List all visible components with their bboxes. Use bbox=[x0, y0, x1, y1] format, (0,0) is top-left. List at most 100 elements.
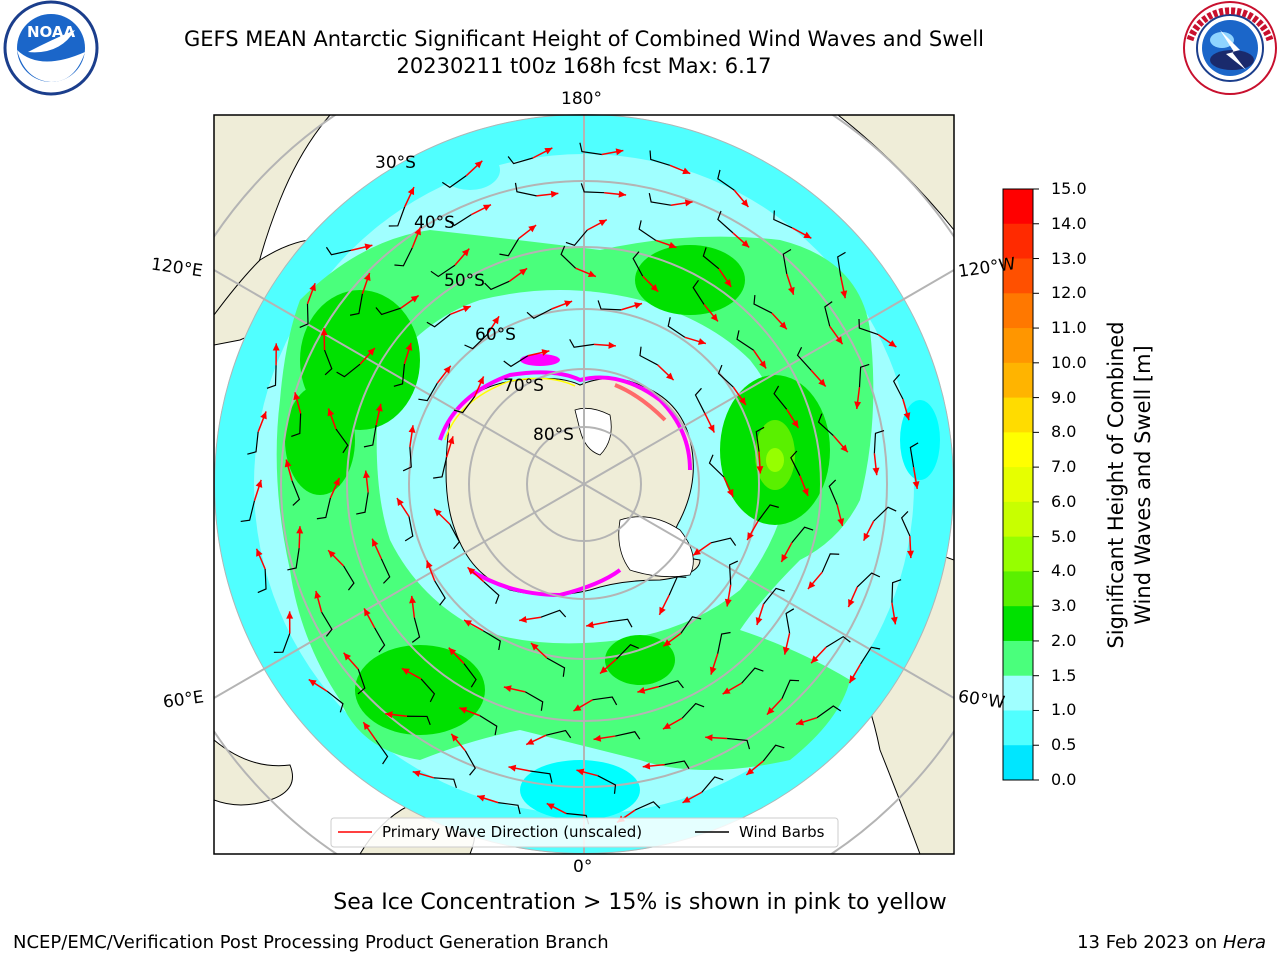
wind-barb bbox=[463, 663, 477, 688]
wave-arrow-head bbox=[519, 268, 528, 276]
wind-barb bbox=[402, 446, 412, 472]
wave-arrow-head bbox=[541, 349, 550, 356]
wave-arrow-head bbox=[600, 666, 608, 674]
wave-arrow-head bbox=[412, 770, 421, 777]
graticule bbox=[214, 114, 954, 854]
wind-barb bbox=[773, 210, 793, 229]
wave-arrow-head bbox=[697, 338, 706, 345]
wind-barb bbox=[503, 355, 529, 368]
wave-arrow-head bbox=[741, 240, 750, 248]
wind-barb bbox=[736, 330, 754, 351]
wave-arrow-head bbox=[385, 711, 393, 719]
wave-arrow-head bbox=[840, 444, 848, 453]
wave-arrow-head bbox=[482, 204, 491, 212]
wave-arrow-head bbox=[426, 560, 433, 569]
noaa-logo: NOAA bbox=[3, 0, 99, 96]
colorbar-tick-label: 5.0 bbox=[1051, 526, 1077, 546]
wave-arrow-head bbox=[544, 147, 553, 155]
wave-arrow-head bbox=[738, 397, 746, 406]
colorbar bbox=[1002, 188, 1039, 781]
colorbar-tick-label: 9.0 bbox=[1051, 387, 1077, 407]
wind-barb bbox=[388, 206, 406, 227]
colorbar-swatch bbox=[1003, 675, 1033, 711]
wind-barb bbox=[433, 457, 448, 479]
wind-barb bbox=[860, 646, 881, 665]
colorbar-swatch bbox=[1003, 223, 1033, 260]
colorbar-swatch bbox=[1003, 467, 1033, 503]
wave-arrow-head bbox=[492, 316, 500, 325]
wind-barb bbox=[680, 616, 702, 634]
wind-barb bbox=[273, 633, 291, 653]
wind-barb bbox=[321, 611, 333, 637]
wind-barb bbox=[816, 705, 842, 719]
colorbar-swatch bbox=[1003, 189, 1033, 225]
wind-barb bbox=[299, 303, 309, 328]
wind-barb bbox=[681, 702, 705, 719]
wind-barb bbox=[247, 431, 259, 455]
wave-arrow-head bbox=[705, 734, 713, 742]
wind-barb bbox=[873, 506, 897, 522]
wind-barb bbox=[649, 150, 671, 166]
wave-arrow-head bbox=[531, 643, 539, 651]
wave-arrow-head bbox=[296, 526, 304, 534]
wind-barb bbox=[433, 777, 457, 789]
wind-barb bbox=[287, 548, 300, 571]
wind-barb bbox=[717, 631, 731, 654]
wind-barb bbox=[530, 770, 553, 783]
footer-date: 13 Feb 2023 on Hera bbox=[1077, 932, 1266, 953]
colorbar-title-line2: Wind Waves and Swell [m] bbox=[1131, 345, 1155, 625]
wave-arrow-head bbox=[756, 466, 764, 474]
wind-barb bbox=[892, 374, 904, 400]
wave-arrow-head bbox=[414, 227, 421, 236]
colorbar-tick-label: 0.5 bbox=[1051, 735, 1077, 755]
wave-arrow-head bbox=[467, 567, 476, 575]
wave-arrow-head bbox=[333, 477, 340, 486]
wind-barb bbox=[717, 169, 735, 191]
wave-arrow-head bbox=[766, 707, 775, 715]
wave-arrow-head bbox=[659, 606, 666, 615]
wave-arrow-head bbox=[746, 767, 755, 775]
colorbar-swatch bbox=[1003, 432, 1033, 468]
wave-arrow-head bbox=[802, 487, 809, 496]
wind-barb bbox=[727, 737, 751, 750]
wind-barb bbox=[702, 247, 720, 270]
colorbar-tick-label: 1.0 bbox=[1051, 700, 1077, 720]
lat-label-80s: 80°S bbox=[533, 425, 574, 445]
colorbar-tick-label: 3.0 bbox=[1051, 596, 1077, 616]
colorbar-swatch bbox=[1003, 501, 1033, 538]
wave-arrow-head bbox=[662, 722, 671, 730]
wave-arrow-head bbox=[260, 411, 267, 420]
wind-barb bbox=[482, 630, 501, 651]
wave-arrow-head bbox=[693, 548, 701, 556]
wind-barb bbox=[375, 739, 389, 765]
wave-arrow-head bbox=[375, 403, 383, 412]
wave-arrow-head bbox=[637, 686, 646, 694]
wave-arrow-head bbox=[586, 621, 594, 629]
wind-barb bbox=[393, 363, 406, 387]
wind-barb bbox=[856, 572, 881, 588]
wind-barb bbox=[325, 246, 352, 256]
wind-barb bbox=[394, 247, 413, 267]
wave-arrow-head bbox=[508, 764, 517, 772]
wind-barb bbox=[597, 300, 621, 311]
wave-arrow-head bbox=[364, 608, 371, 617]
wind-barb bbox=[356, 492, 369, 515]
wave-arrow-head bbox=[682, 167, 691, 175]
wind-barb bbox=[546, 657, 566, 677]
wave-direction-arrows bbox=[253, 147, 920, 824]
wave-arrow-head bbox=[598, 219, 607, 227]
wave-arrow-head bbox=[320, 328, 328, 336]
wind-barb bbox=[484, 280, 510, 291]
wind-barb bbox=[616, 644, 639, 660]
wind-barb bbox=[664, 760, 690, 769]
wind-barb bbox=[374, 627, 386, 653]
wave-arrow-head bbox=[314, 590, 322, 599]
wind-barb bbox=[316, 497, 331, 520]
wind-barb bbox=[667, 317, 686, 338]
wind-barb bbox=[483, 581, 500, 604]
wave-arrow-head bbox=[396, 498, 404, 506]
lat-label-40s: 40°S bbox=[414, 213, 455, 233]
wind-barb bbox=[791, 526, 814, 544]
map-legend: Primary Wave Direction (unscaled) Wind B… bbox=[330, 817, 839, 848]
